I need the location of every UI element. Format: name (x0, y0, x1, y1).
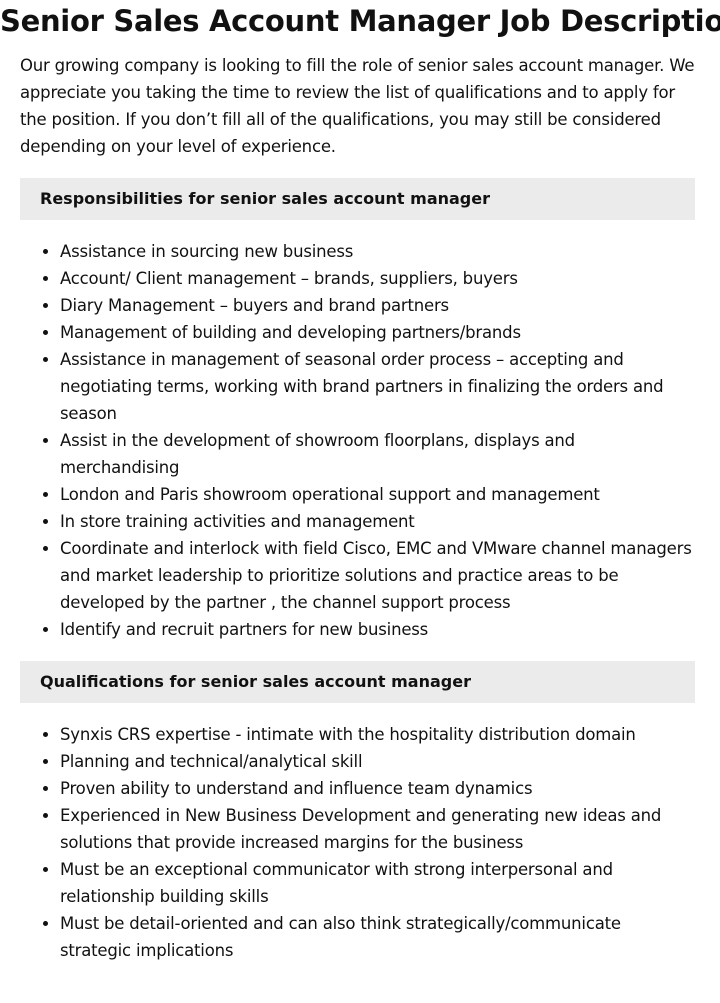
section: Qualifications for senior sales account … (0, 661, 720, 964)
list-item: Assistance in sourcing new business (60, 238, 695, 265)
list-item: In store training activities and managem… (60, 508, 695, 535)
list-item: Assist in the development of showroom fl… (60, 427, 695, 481)
intro: Our growing company is looking to fill t… (20, 56, 695, 156)
list-item: Identify and recruit partners for new bu… (60, 616, 695, 643)
list-item: Experienced in New Business Development … (60, 802, 695, 856)
list-item: Diary Management – buyers and brand part… (60, 292, 695, 319)
list-item: Proven ability to understand and influen… (60, 775, 695, 802)
section: Responsibilities for senior sales accoun… (0, 178, 720, 643)
list-item: Planning and technical/analytical skill (60, 748, 695, 775)
list-item: Must be detail-oriented and can also thi… (60, 910, 695, 964)
list-item: Coordinate and interlock with field Cisc… (60, 535, 695, 616)
sections: Responsibilities for senior sales accoun… (0, 178, 720, 964)
item-list: Synxis CRS expertise - intimate with the… (20, 721, 695, 964)
list-item: Management of building and developing pa… (60, 319, 695, 346)
list-item: Assistance in management of seasonal ord… (60, 346, 695, 427)
list-item: London and Paris showroom operational su… (60, 481, 695, 508)
section-heading: Qualifications for senior sales account … (20, 661, 695, 703)
list-item: Must be an exceptional communicator with… (60, 856, 695, 910)
section-heading: Responsibilities for senior sales accoun… (20, 178, 695, 220)
list-item: Account/ Client management – brands, sup… (60, 265, 695, 292)
list-item: Synxis CRS expertise - intimate with the… (60, 721, 695, 748)
item-list: Assistance in sourcing new businessAccou… (20, 238, 695, 643)
title: Senior Sales Account Manager Job Descrip… (0, 4, 720, 38)
